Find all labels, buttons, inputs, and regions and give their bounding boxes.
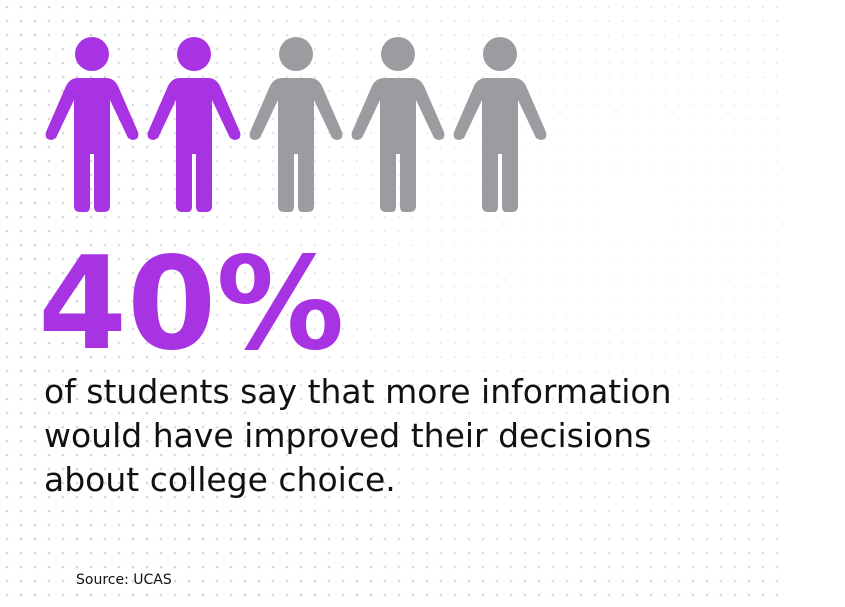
person-icon-empty	[453, 37, 547, 212]
headline: 40%	[38, 230, 344, 379]
person-icon-filled	[147, 37, 241, 212]
person-icon-filled	[45, 37, 139, 212]
description: of students say that more information wou…	[44, 372, 672, 499]
description-line: of students say that more information	[44, 372, 672, 411]
source: Source: UCAS	[76, 572, 172, 588]
person-icon-empty	[351, 37, 445, 212]
person-icon-empty	[249, 37, 343, 212]
description-line: about college choice.	[44, 460, 396, 499]
pictogram	[45, 37, 547, 212]
description-line: would have improved their decisions	[44, 416, 651, 455]
